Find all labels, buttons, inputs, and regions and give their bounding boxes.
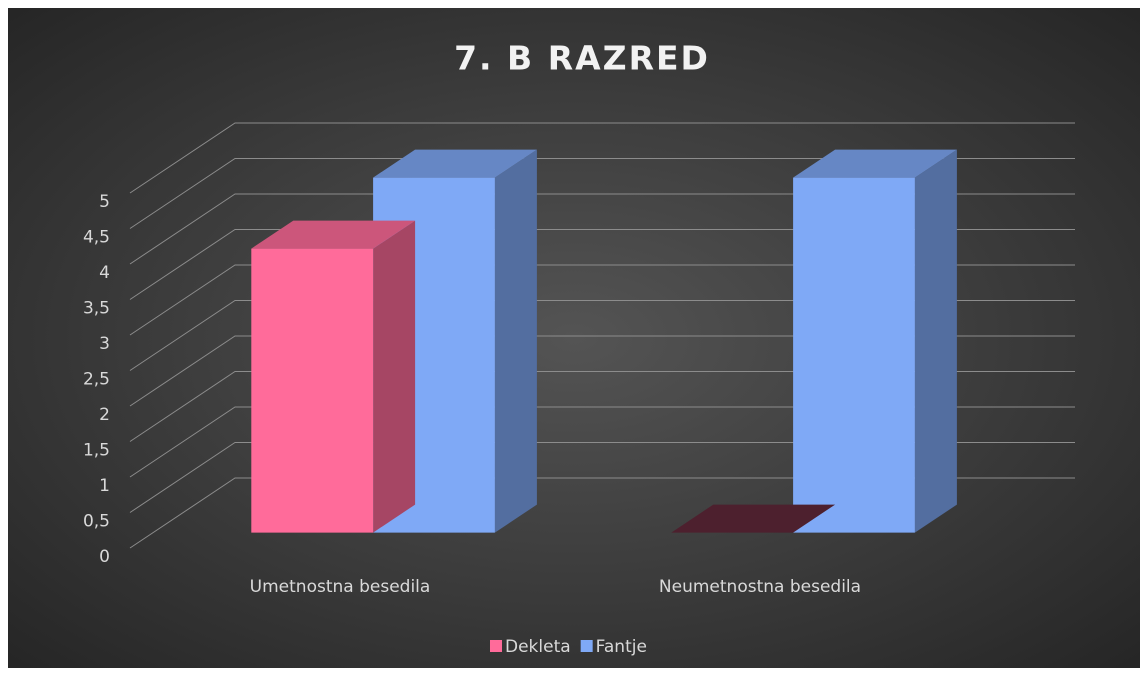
grid-line bbox=[129, 158, 1075, 229]
bar-top bbox=[671, 504, 836, 533]
y-tick-label: 2 bbox=[99, 405, 110, 425]
x-tick-label: Neumetnostna besedila bbox=[659, 577, 861, 597]
y-tick-label: 2,5 bbox=[83, 370, 110, 390]
y-tick-label: 0 bbox=[99, 547, 110, 567]
y-tick-label: 0,5 bbox=[83, 512, 110, 532]
y-tick-label: 3,5 bbox=[83, 299, 110, 319]
bar-side bbox=[914, 149, 957, 533]
bar-top bbox=[793, 149, 957, 178]
y-tick-label: 4,5 bbox=[83, 228, 110, 248]
bar-top bbox=[373, 149, 537, 178]
y-tick-label: 1,5 bbox=[83, 441, 110, 461]
chart-background bbox=[8, 8, 1140, 668]
y-tick-label: 3 bbox=[99, 334, 110, 354]
bar bbox=[251, 220, 416, 533]
bar bbox=[793, 149, 957, 533]
grid-line bbox=[129, 122, 1075, 194]
x-tick-label: Umetnostna besedila bbox=[250, 577, 431, 597]
legend-label: Fantje bbox=[596, 637, 647, 657]
bar-side bbox=[494, 149, 537, 533]
bar-top bbox=[251, 220, 416, 249]
bar bbox=[671, 504, 836, 533]
legend-swatch bbox=[490, 640, 502, 652]
bar-side bbox=[373, 220, 416, 533]
y-tick-label: 5 bbox=[99, 192, 110, 212]
chart-title: 7. B RAZRED bbox=[454, 39, 710, 78]
y-tick-label: 1 bbox=[99, 476, 110, 496]
bar-front bbox=[793, 177, 915, 533]
legend-label: Dekleta bbox=[505, 637, 571, 657]
y-tick-label: 4 bbox=[99, 263, 110, 283]
bar-front bbox=[251, 248, 374, 533]
legend-swatch bbox=[580, 640, 593, 652]
